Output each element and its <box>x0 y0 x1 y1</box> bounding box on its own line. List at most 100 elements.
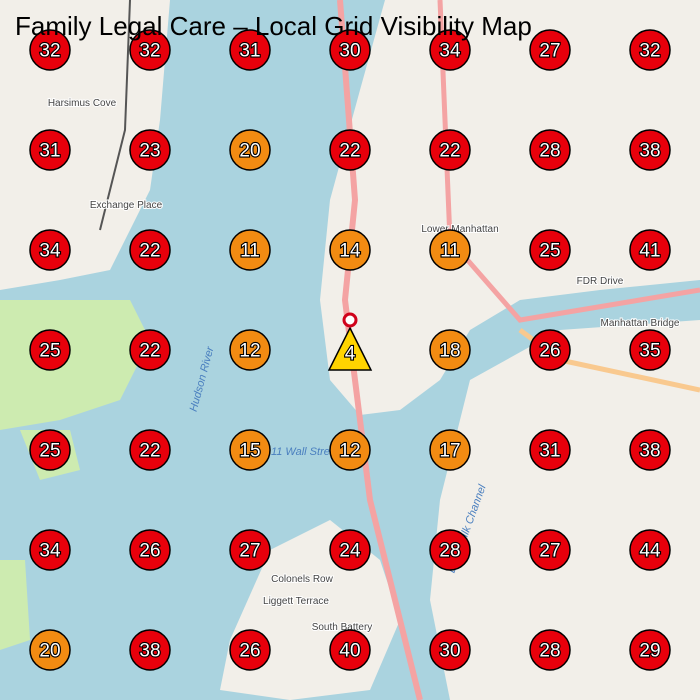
rank-marker <box>329 529 371 571</box>
rank-label: 22 <box>439 141 460 162</box>
rank-marker <box>229 29 271 71</box>
rank-marker <box>327 326 373 371</box>
rank-label: 15 <box>239 441 260 462</box>
rank-marker <box>29 29 71 71</box>
grid: 32 32 31 30 34 27 32 31 23 20 22 22 28 38 34 22 11 14 11 25… <box>29 29 671 671</box>
rank-marker <box>229 429 271 471</box>
rank-marker <box>529 629 571 671</box>
rank-marker <box>229 529 271 571</box>
rank-label: 28 <box>539 641 560 662</box>
map-label: Exchange Place <box>90 200 163 211</box>
rank-label: 22 <box>139 341 160 362</box>
rank-marker <box>29 629 71 671</box>
rank-label: 20 <box>39 641 60 662</box>
rank-label: 28 <box>439 541 460 562</box>
rank-label: 18 <box>439 341 460 362</box>
rank-marker <box>529 29 571 71</box>
rank-marker <box>229 329 271 371</box>
rank-label: 17 <box>439 441 460 462</box>
map-label: Harsimus Cove <box>48 98 117 109</box>
map-label: FDR Drive <box>577 276 624 287</box>
rank-marker <box>129 429 171 471</box>
rank-marker <box>629 629 671 671</box>
rank-marker <box>429 329 471 371</box>
rank-marker <box>29 129 71 171</box>
rank-label: 20 <box>239 141 260 162</box>
rank-label: 22 <box>339 141 360 162</box>
rank-marker <box>629 129 671 171</box>
rank-marker <box>529 429 571 471</box>
rank-label: 31 <box>39 141 60 162</box>
rank-marker <box>29 329 71 371</box>
rank-marker <box>429 529 471 571</box>
rank-marker <box>529 129 571 171</box>
rank-label: 38 <box>639 441 660 462</box>
rank-marker <box>429 429 471 471</box>
rank-marker <box>429 129 471 171</box>
rank-label: 41 <box>639 241 660 262</box>
rank-marker <box>429 229 471 271</box>
rank-marker <box>529 329 571 371</box>
rank-marker <box>529 529 571 571</box>
rank-label: 25 <box>39 441 60 462</box>
rank-marker <box>29 229 71 271</box>
rank-marker <box>129 629 171 671</box>
rank-marker <box>329 629 371 671</box>
rank-label: 38 <box>639 141 660 162</box>
rank-label: 22 <box>139 441 160 462</box>
rank-marker <box>29 529 71 571</box>
rank-label: 25 <box>539 241 560 262</box>
rank-marker <box>129 129 171 171</box>
rank-label: 26 <box>539 341 560 362</box>
rank-label: 28 <box>539 141 560 162</box>
rank-label: 24 <box>339 541 361 562</box>
rank-marker <box>129 29 171 71</box>
rank-label: 25 <box>39 341 60 362</box>
rank-label: 11 <box>440 241 460 262</box>
map-label: Liggett Terrace <box>263 596 329 607</box>
title: Family Legal Care – Local Grid Visibilit… <box>15 11 532 41</box>
rank-marker <box>129 529 171 571</box>
rank-label: 34 <box>39 541 61 562</box>
rank-marker <box>229 129 271 171</box>
rank-label: 14 <box>339 241 361 262</box>
rank-label: 38 <box>139 641 160 662</box>
rank-label: 27 <box>539 41 560 62</box>
rank-marker <box>629 429 671 471</box>
rank-marker <box>529 229 571 271</box>
rank-marker <box>629 329 671 371</box>
rank-marker <box>329 229 371 271</box>
map-label: Colonels Row <box>271 574 333 585</box>
rank-marker <box>229 629 271 671</box>
rank-label: 32 <box>39 41 60 62</box>
rank-label: 11 <box>240 241 260 262</box>
rank-marker <box>129 329 171 371</box>
rail <box>99 0 131 231</box>
location-pin <box>342 312 358 328</box>
rank-marker <box>429 629 471 671</box>
rank-marker <box>329 429 371 471</box>
rank-label: 31 <box>539 441 560 462</box>
rank-marker <box>629 529 671 571</box>
rank-marker <box>429 29 471 71</box>
rank-marker <box>629 29 671 71</box>
rank-label: 12 <box>339 441 360 462</box>
road <box>437 0 700 323</box>
rank-label: 27 <box>539 541 560 562</box>
rank-marker <box>129 229 171 271</box>
map-label: Manhattan Bridge <box>601 318 680 329</box>
rank-label: 4 <box>345 344 356 365</box>
rank-marker <box>29 429 71 471</box>
rank-marker <box>329 29 371 71</box>
brooklyn <box>430 320 700 700</box>
rank-label: 30 <box>339 41 360 62</box>
liberty-park <box>0 300 150 430</box>
rank-label: 30 <box>439 641 460 662</box>
rank-label: 31 <box>239 41 260 62</box>
rank-label: 40 <box>339 641 360 662</box>
manhattan <box>320 0 700 415</box>
rank-marker <box>329 129 371 171</box>
rank-label: 26 <box>239 641 260 662</box>
rank-marker <box>229 229 271 271</box>
